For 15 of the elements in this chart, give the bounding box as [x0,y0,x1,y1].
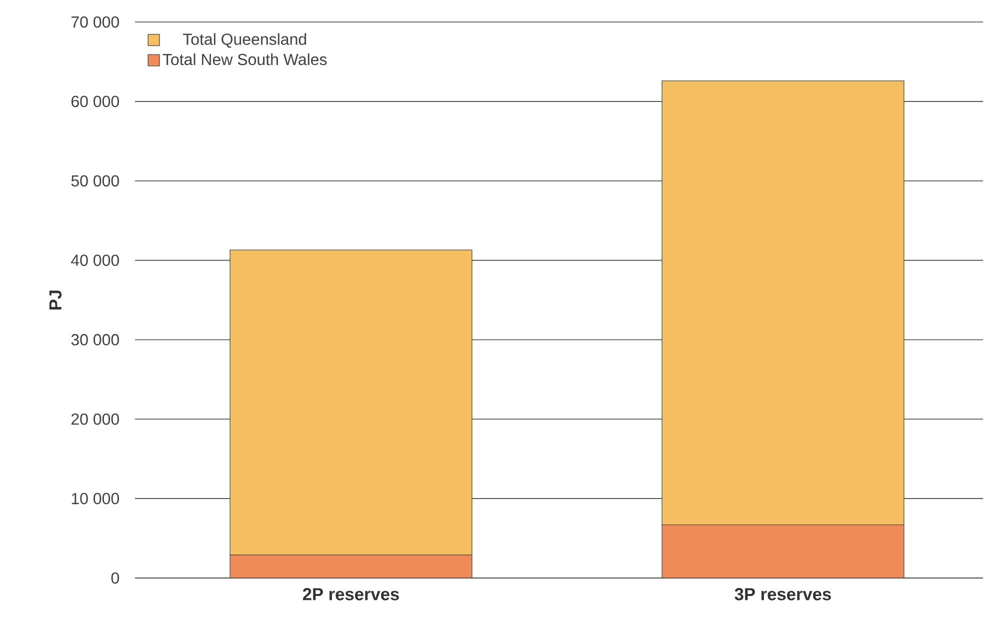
y-tick-label: 50 000 [71,175,119,187]
y-tick-label: 30 000 [71,334,119,346]
y-tick-label: 70 000 [72,16,119,28]
y-tick-label: 60 000 [72,96,119,108]
x-tick-label: 2P reserves [302,588,399,600]
y-tick-label: 20 000 [71,413,119,425]
bar [662,524,904,578]
x-tick-label: 3P reserves [734,588,831,600]
y-axis-title: PJ [49,290,62,310]
bar [230,554,472,578]
y-tick-label: 40 000 [71,254,119,266]
y-tick-label: 10 000 [72,492,119,504]
legend-label: Total New South Wales [162,53,327,66]
legend-label: Total Queensland [182,33,306,48]
y-tick-label: 0 [111,572,120,584]
